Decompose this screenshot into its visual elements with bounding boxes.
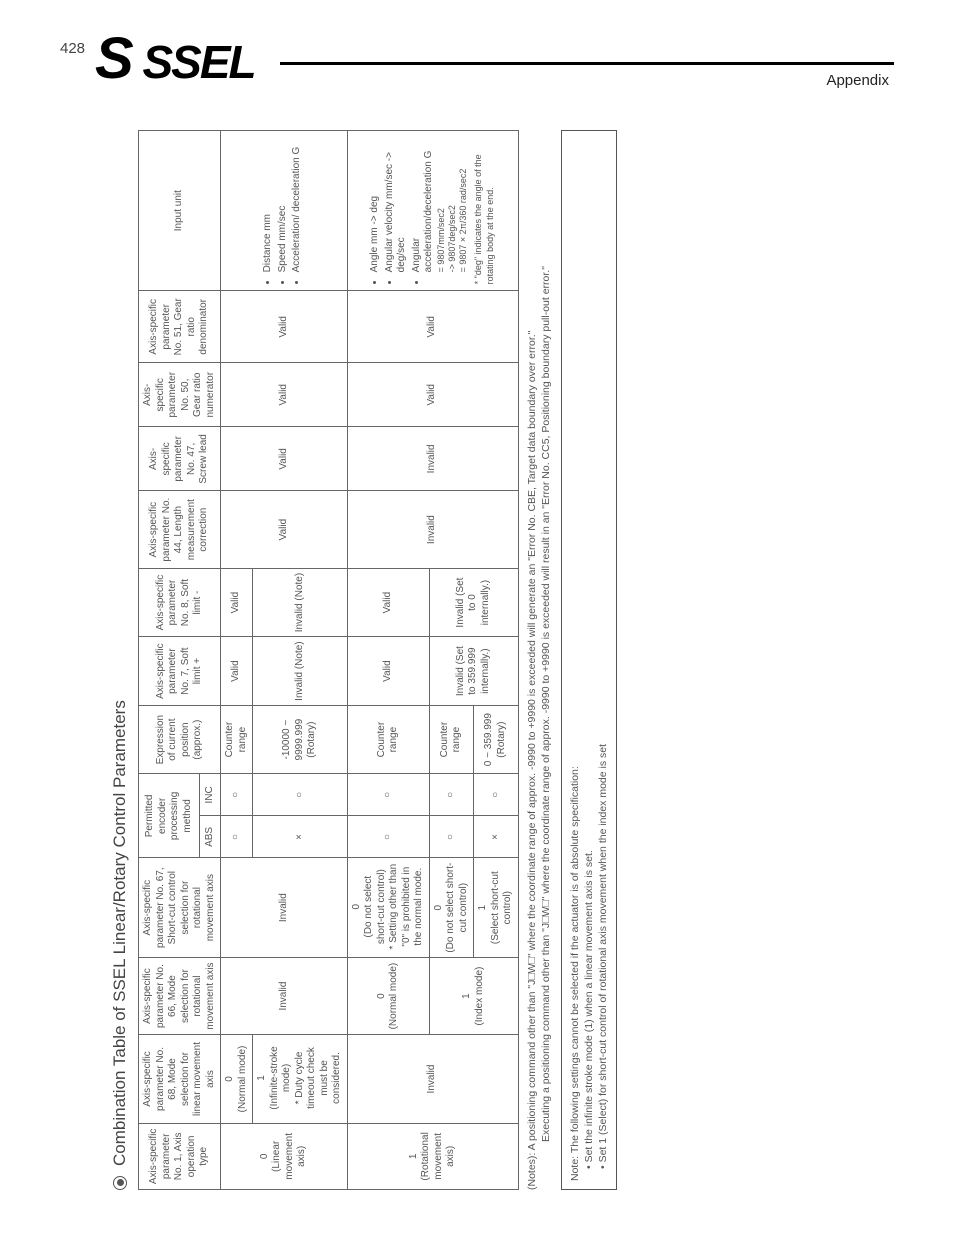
th-input-unit: Input unit — [139, 131, 221, 291]
radio-icon — [113, 1176, 127, 1190]
note-bullet-1: Set the infinite stroke mode (1) when a … — [583, 850, 595, 1162]
rotated-content: Combination Table of SSEL Linear/Rotary … — [110, 130, 617, 1190]
unit-accel: Acceleration/ deceleration G — [291, 135, 304, 272]
th-param7: Axis-specific parameter No. 7, Soft limi… — [139, 637, 221, 706]
cell-r1-p68: 0 (Normal mode) — [221, 1035, 253, 1123]
cell-r4-p8: Invalid (Set to 0 internally.) — [429, 568, 518, 637]
header-rule — [280, 62, 894, 65]
cell-r1-p7: Valid — [221, 637, 253, 706]
th-abs: ABS — [200, 816, 221, 858]
page-number: 428 — [60, 40, 85, 57]
cell-r3-p8: Valid — [347, 568, 429, 637]
cell-r2-abs: × — [253, 816, 348, 858]
th-param68: Axis-specific parameter No. 68, Mode sel… — [139, 1035, 221, 1123]
cell-r1-p8: Valid — [221, 568, 253, 637]
cell-r1-p47: Valid — [221, 427, 348, 491]
cell-r4-p66: 1 (Index mode) — [429, 957, 518, 1034]
cell-r1-p67: Invalid — [221, 858, 348, 957]
unit-formula1: = 9807mm/sec2 — [436, 135, 447, 272]
appendix-label: Appendix — [826, 72, 889, 89]
cell-r4-p7: Invalid (Set to 359.999 internally.) — [429, 637, 518, 706]
cell-r4b-expr: 0 ~ 359.999 (Rotary) — [474, 705, 519, 774]
th-param66: Axis-specific parameter No. 66, Mode sel… — [139, 957, 221, 1034]
cell-r3-p67: 0 (Do not select short-cut control) * Se… — [347, 858, 429, 957]
cell-r4a-inc: ○ — [429, 774, 474, 816]
row-rotational-normal: 1 (Rotational movement axis) Invalid 0 (… — [347, 131, 429, 1190]
cell-r2-p8: Invalid (Note) — [253, 568, 348, 637]
cell-linear-axis: 0 (Linear movement axis) — [221, 1123, 348, 1189]
logo-text: SSEL — [142, 36, 254, 88]
notes-line1: (Notes): A positioning command other tha… — [525, 130, 539, 1190]
unit-ang-accel-text: Angular acceleration/deceleration G — [411, 151, 435, 273]
cell-r4a-p67: 0 (Do not select short-cut control) — [429, 858, 474, 957]
cell-r1-p51: Valid — [221, 291, 348, 363]
unit-ang-vel: Angular velocity mm/sec -> deg/sec — [384, 135, 409, 272]
cell-r1-expr: Counter range — [221, 705, 253, 774]
cell-r1-p66: Invalid — [221, 957, 348, 1034]
th-inc: INC — [200, 774, 221, 816]
th-axis-type: Axis-specific parameter No. 1, Axis oper… — [139, 1123, 221, 1189]
unit-speed: Speed mm/sec — [277, 135, 290, 272]
unit-ang-accel: Angular acceleration/deceleration G = 98… — [411, 135, 470, 272]
cell-r3-p7: Valid — [347, 637, 429, 706]
unit-formula2: -> 9807deg/sec2 — [447, 135, 458, 272]
unit-angle: Angle mm -> deg — [369, 135, 382, 272]
th-param50: Axis-specific parameter No. 50, Gear rat… — [139, 363, 221, 427]
note-bullet-2: Set 1 (Select) for short-cut control of … — [597, 744, 609, 1162]
cell-r2-p7: Invalid (Note) — [253, 637, 348, 706]
cell-r1-p44: Valid — [221, 491, 348, 568]
th-param47: Axis-specific parameter No. 47, Screw le… — [139, 427, 221, 491]
unit-distance: Distance mm — [262, 135, 275, 272]
cell-r3-p51: Valid — [347, 291, 518, 363]
logo: S SSEL — [95, 25, 255, 92]
cell-r4b-p67: 1 (Select short-cut control) — [474, 858, 519, 957]
cell-r1-unit: Distance mm Speed mm/sec Acceleration/ d… — [221, 131, 348, 291]
cell-r3-p68: Invalid — [347, 1035, 518, 1123]
th-param44: Axis-specific parameter No. 44, Length m… — [139, 491, 221, 568]
parameter-table: Axis-specific parameter No. 1, Axis oper… — [138, 130, 519, 1190]
cell-r3-p50: Valid — [347, 363, 518, 427]
unit-deg-note: * "deg" indicates the angle of the rotat… — [473, 135, 496, 284]
th-param51: Axis-specific parameter No. 51, Gear rat… — [139, 291, 221, 363]
th-encoder-group: Permitted encoder processing method — [139, 774, 200, 858]
page-title: Combination Table of SSEL Linear/Rotary … — [110, 700, 130, 1166]
title-row: Combination Table of SSEL Linear/Rotary … — [110, 130, 130, 1190]
unit-formula3: = 9807 × 2π/360 rad/sec2 — [458, 135, 469, 272]
cell-r4b-inc: ○ — [474, 774, 519, 816]
note-box-title: Note: The following settings cannot be s… — [568, 139, 582, 1181]
row-linear-normal: 0 (Linear movement axis) 0 (Normal mode)… — [221, 131, 253, 1190]
cell-r4b-abs: × — [474, 816, 519, 858]
header-row-1: Axis-specific parameter No. 1, Axis oper… — [139, 131, 200, 1190]
cell-r4a-expr: Counter range — [429, 705, 474, 774]
cell-r1-inc: ○ — [221, 774, 253, 816]
cell-r3-unit: Angle mm -> deg Angular velocity mm/sec … — [347, 131, 518, 291]
cell-r1-abs: ○ — [221, 816, 253, 858]
th-expression: Expression of current position (approx.) — [139, 705, 221, 774]
th-param67: Axis-specific parameter No. 67, Short-cu… — [139, 858, 221, 957]
cell-r4a-abs: ○ — [429, 816, 474, 858]
cell-r3-p44: Invalid — [347, 491, 518, 568]
cell-r3-p47: Invalid — [347, 427, 518, 491]
notes-line2: Executing a positioning command other th… — [539, 130, 553, 1190]
cell-rotational-axis: 1 (Rotational movement axis) — [347, 1123, 518, 1189]
cell-r3-expr: Counter range — [347, 705, 429, 774]
cell-r3-abs: ○ — [347, 816, 429, 858]
notes-block: (Notes): A positioning command other tha… — [525, 130, 553, 1190]
cell-r2-p68: 1 (Infinite-stroke mode) * Duty cycle ti… — [253, 1035, 348, 1123]
cell-r2-expr: -10000 ~ 9999.999 (Rotary) — [253, 705, 348, 774]
cell-r1-p50: Valid — [221, 363, 348, 427]
cell-r3-inc: ○ — [347, 774, 429, 816]
th-param8: Axis-specific parameter No. 8, Soft limi… — [139, 568, 221, 637]
note-box: Note: The following settings cannot be s… — [561, 130, 618, 1190]
cell-r3-p66: 0 (Normal mode) — [347, 957, 429, 1034]
cell-r2-inc: ○ — [253, 774, 348, 816]
